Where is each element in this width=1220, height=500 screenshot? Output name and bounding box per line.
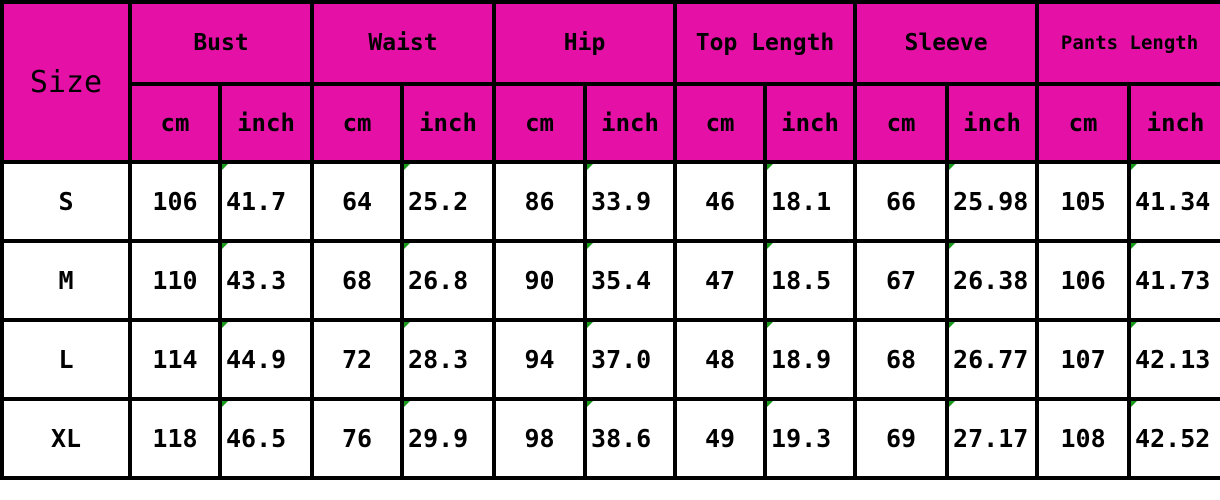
measurement: 90 bbox=[492, 239, 588, 322]
measurement: 37.0 bbox=[583, 318, 678, 401]
measurement: 26.8 bbox=[400, 239, 497, 322]
measurement: 38.6 bbox=[583, 397, 678, 480]
measurement: 72 bbox=[310, 318, 405, 401]
measurement: 26.77 bbox=[945, 318, 1040, 401]
measurement: 118 bbox=[128, 397, 222, 480]
table-row: M 110 43.3 68 26.8 90 35.4 47 18.5 67 26.38 106 41.7… bbox=[0, 239, 1220, 322]
group-header: Bust bbox=[127, 0, 315, 86]
unit-header: cm bbox=[1035, 82, 1132, 164]
measurement: 28.3 bbox=[400, 318, 497, 401]
group-header: Pants Length bbox=[1035, 0, 1220, 86]
measurement: 43.3 bbox=[217, 239, 315, 322]
measurement: 46 bbox=[673, 160, 768, 243]
unit-header: cm bbox=[673, 82, 768, 164]
measurement: 105 bbox=[1035, 160, 1132, 243]
measurement: 26.38 bbox=[945, 239, 1040, 322]
table-row: S 106 41.7 64 25.2 86 33.9 46 18.1 66 25.98 105 41.3… bbox=[0, 160, 1220, 243]
size-table: Size Bust Waist Hip Top Length Sleeve Pants Le… bbox=[0, 0, 1220, 480]
unit-header: inch bbox=[763, 82, 858, 164]
measurement: 98 bbox=[492, 397, 588, 480]
measurement: 68 bbox=[853, 318, 950, 401]
measurement: 29.9 bbox=[400, 397, 497, 480]
size-label: M bbox=[0, 239, 132, 322]
unit-header: inch bbox=[400, 82, 497, 164]
measurement: 114 bbox=[128, 318, 222, 401]
measurement: 41.73 bbox=[1127, 239, 1220, 322]
size-header: Size bbox=[0, 0, 132, 164]
unit-header: inch bbox=[583, 82, 678, 164]
measurement: 110 bbox=[128, 239, 222, 322]
measurement: 42.52 bbox=[1127, 397, 1220, 480]
measurement: 76 bbox=[310, 397, 405, 480]
measurement: 25.2 bbox=[400, 160, 497, 243]
measurement: 67 bbox=[853, 239, 950, 322]
measurement: 108 bbox=[1035, 397, 1132, 480]
table-row: L 114 44.9 72 28.3 94 37.0 48 18.9 68 26.77 107 42.1… bbox=[0, 318, 1220, 401]
table-row: cm inch cm inch cm inch cm inch cm inch cm inch bbox=[2, 82, 1220, 164]
size-label: L bbox=[0, 318, 132, 401]
unit-header: cm bbox=[492, 82, 588, 164]
unit-header: inch bbox=[945, 82, 1040, 164]
measurement: 69 bbox=[853, 397, 950, 480]
measurement: 68 bbox=[310, 239, 405, 322]
group-header: Waist bbox=[310, 0, 497, 86]
measurement: 35.4 bbox=[583, 239, 678, 322]
unit-header: cm bbox=[853, 82, 950, 164]
measurement: 33.9 bbox=[583, 160, 678, 243]
table-row: Size Bust Waist Hip Top Length Sleeve Pants Le… bbox=[0, 0, 1220, 164]
measurement: 94 bbox=[492, 318, 588, 401]
unit-header: inch bbox=[217, 82, 315, 164]
measurement: 42.13 bbox=[1127, 318, 1220, 401]
group-header: Hip bbox=[492, 0, 678, 86]
table-row: XL 118 46.5 76 29.9 98 38.6 49 19.3 69 27.17 108 42.… bbox=[0, 397, 1220, 480]
measurement: 47 bbox=[673, 239, 768, 322]
measurement: 25.98 bbox=[945, 160, 1040, 243]
measurement: 48 bbox=[673, 318, 768, 401]
size-label: S bbox=[0, 160, 132, 243]
unit-header: inch bbox=[1127, 82, 1220, 164]
measurement: 46.5 bbox=[217, 397, 315, 480]
measurement: 18.9 bbox=[763, 318, 858, 401]
measurement: 44.9 bbox=[217, 318, 315, 401]
measurement: 18.5 bbox=[763, 239, 858, 322]
measurement: 18.1 bbox=[763, 160, 858, 243]
measurement: 41.7 bbox=[217, 160, 315, 243]
measurement: 64 bbox=[310, 160, 405, 243]
measurement: 66 bbox=[853, 160, 950, 243]
unit-header: cm bbox=[128, 82, 222, 164]
measurement: 106 bbox=[1035, 239, 1132, 322]
measurement: 41.34 bbox=[1127, 160, 1220, 243]
unit-header: cm bbox=[310, 82, 405, 164]
measurement: 49 bbox=[673, 397, 768, 480]
group-header: Top Length bbox=[673, 0, 858, 86]
group-header: Sleeve bbox=[853, 0, 1040, 86]
measurement: 19.3 bbox=[763, 397, 858, 480]
size-label: XL bbox=[0, 397, 132, 480]
measurement: 27.17 bbox=[945, 397, 1040, 480]
measurement: 106 bbox=[128, 160, 222, 243]
measurement: 107 bbox=[1035, 318, 1132, 401]
measurement: 86 bbox=[492, 160, 588, 243]
